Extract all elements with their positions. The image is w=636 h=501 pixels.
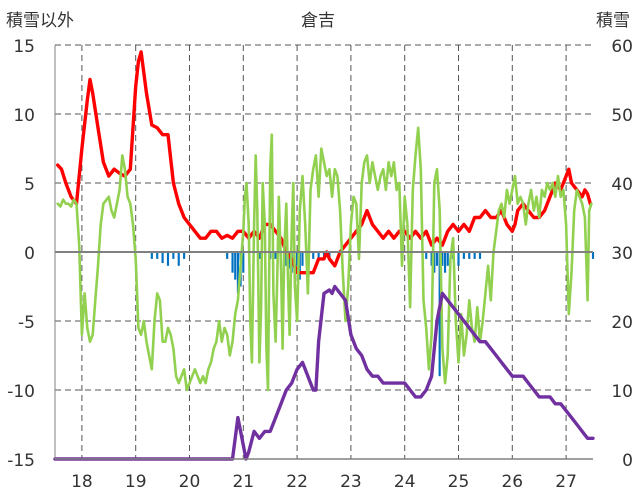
right-tick-label: 20 xyxy=(611,313,633,333)
x-tick-label: 22 xyxy=(286,472,308,492)
bar-4-30 xyxy=(430,252,433,266)
series-line-1 xyxy=(56,126,593,392)
right-tick-label: 50 xyxy=(611,106,633,126)
right-tick-label: 0 xyxy=(622,451,633,471)
bar-4-21 xyxy=(296,252,299,266)
bar-4-12 xyxy=(242,252,245,273)
right-axis-title: 積雪 xyxy=(596,11,630,31)
bar-4-41 xyxy=(473,252,476,259)
x-tick-label: 23 xyxy=(340,472,362,492)
bar-4-43 xyxy=(591,252,595,259)
bar-4-5 xyxy=(177,252,180,266)
bar-4-39 xyxy=(462,252,465,259)
bar-4-42 xyxy=(478,252,482,259)
left-tick-label: 10 xyxy=(13,106,35,126)
bar-4-7 xyxy=(226,252,229,259)
grid xyxy=(55,44,593,459)
x-tick-label: 25 xyxy=(448,472,470,492)
bar-4-8 xyxy=(231,252,234,273)
right-tick-label: 10 xyxy=(611,382,633,402)
bar-4-3 xyxy=(166,252,170,266)
bar-4-18 xyxy=(287,252,291,269)
bar-4-29 xyxy=(425,252,428,259)
bar-4-34 xyxy=(441,252,444,266)
series-line-2 xyxy=(53,284,595,461)
bars xyxy=(150,252,595,377)
right-tick-label: 30 xyxy=(611,244,633,264)
bar-4-22 xyxy=(298,252,301,280)
bar-4-15 xyxy=(274,252,277,259)
x-tick-label: 20 xyxy=(179,472,201,492)
bar-4-23 xyxy=(301,252,304,266)
left-tick-label: -15 xyxy=(7,451,35,471)
bar-4-31 xyxy=(433,252,436,273)
left-tick-label: 15 xyxy=(13,37,35,57)
left-tick-label: 0 xyxy=(24,244,35,264)
bar-4-36 xyxy=(446,252,449,266)
bar-4-38 xyxy=(457,252,460,266)
series-line-0 xyxy=(56,50,592,275)
bar-4-9 xyxy=(234,252,237,280)
x-tick-label: 21 xyxy=(232,472,254,492)
bar-4-35 xyxy=(443,252,447,273)
bar-4-4 xyxy=(172,252,175,259)
x-tick-label: 24 xyxy=(394,472,416,492)
bar-4-6 xyxy=(183,252,186,259)
left-tick-label: -10 xyxy=(7,382,35,402)
bar-4-13 xyxy=(258,252,261,259)
bar-4-32 xyxy=(435,252,439,266)
bar-4-10 xyxy=(236,252,239,294)
chart-title: 倉吉 xyxy=(301,11,335,31)
left-axis-title: 積雪以外 xyxy=(6,11,74,31)
axes xyxy=(54,45,593,460)
bar-4-26 xyxy=(317,252,320,259)
x-tick-label: 19 xyxy=(125,472,147,492)
bar-4-40 xyxy=(468,252,471,259)
x-tick-label: 27 xyxy=(555,472,577,492)
x-tick-label: 18 xyxy=(71,472,93,492)
right-tick-label: 40 xyxy=(611,175,633,195)
bar-4-0 xyxy=(150,252,153,259)
bar-4-1 xyxy=(156,252,159,259)
lines xyxy=(53,50,595,461)
bar-4-25 xyxy=(312,252,315,259)
left-tick-label: -5 xyxy=(18,313,35,333)
bar-4-2 xyxy=(161,252,164,264)
right-tick-label: 60 xyxy=(611,37,633,57)
x-tick-label: 26 xyxy=(501,472,523,492)
left-tick-label: 5 xyxy=(24,175,35,195)
